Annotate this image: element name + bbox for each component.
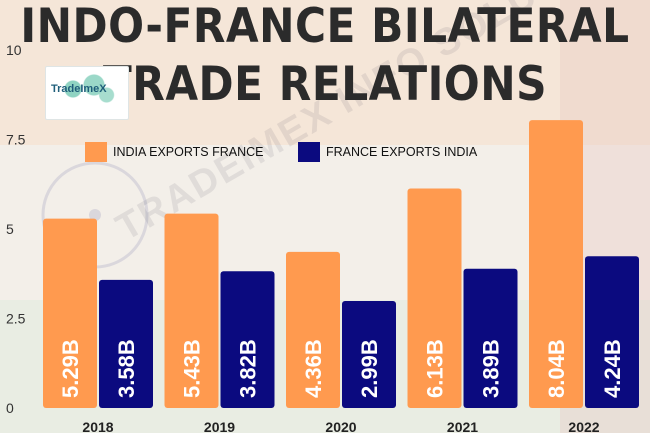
bar-value-label: 6.13B	[423, 339, 448, 398]
bar-value-label: 3.58B	[114, 339, 139, 398]
bar-value-label: 5.43B	[180, 339, 205, 398]
legend-swatch-india	[85, 142, 107, 162]
bar-france-2022	[585, 256, 639, 408]
y-tick-label: 2.5	[6, 311, 26, 327]
logo-text: TradeImeX	[51, 83, 107, 95]
bar-france-2020	[342, 300, 396, 408]
x-tick-label: 2018	[82, 419, 113, 433]
legend-label-india: INDIA EXPORTS FRANCE	[113, 145, 264, 159]
bar-value-label: 5.29B	[58, 339, 83, 398]
chart-title-line-1: INDO-FRANCE BILATERAL	[20, 0, 630, 54]
y-tick-label: 10	[6, 42, 22, 58]
bar-india-2021	[407, 188, 462, 408]
legend-swatch-france	[298, 142, 320, 162]
chart-title-line-2: TRADE RELATIONS	[102, 57, 548, 112]
x-tick-label: 2020	[325, 419, 356, 433]
y-tick-label: 5	[6, 221, 14, 237]
y-tick-label: 7.5	[6, 132, 26, 148]
bar-france-2018	[99, 279, 153, 408]
bar-value-label: 3.82B	[236, 339, 261, 398]
bar-value-label: 4.36B	[301, 339, 326, 398]
bar-value-label: 3.89B	[479, 339, 504, 398]
world-map-icon	[52, 71, 122, 111]
legend-item-india: INDIA EXPORTS FRANCE	[85, 141, 264, 163]
x-tick-label: 2021	[447, 419, 478, 433]
legend-item-france: FRANCE EXPORTS INDIA	[298, 141, 477, 163]
tradeimex-logo: TradeImeX	[45, 66, 129, 120]
x-tick-label: 2019	[204, 419, 235, 433]
bar-india-2018	[43, 218, 97, 408]
bar-france-2019	[220, 271, 275, 408]
bar-france-2021	[463, 268, 518, 408]
y-tick-label: 0	[6, 400, 14, 416]
bar-india-2022	[529, 120, 583, 408]
bar-value-label: 4.24B	[600, 339, 625, 398]
bar-value-label: 2.99B	[357, 339, 382, 398]
bar-value-label: 8.04B	[544, 339, 569, 398]
legend-label-france: FRANCE EXPORTS INDIA	[326, 145, 478, 159]
bar-india-2019	[164, 213, 219, 408]
x-tick-label: 2022	[568, 419, 599, 433]
bar-india-2020	[286, 251, 340, 408]
